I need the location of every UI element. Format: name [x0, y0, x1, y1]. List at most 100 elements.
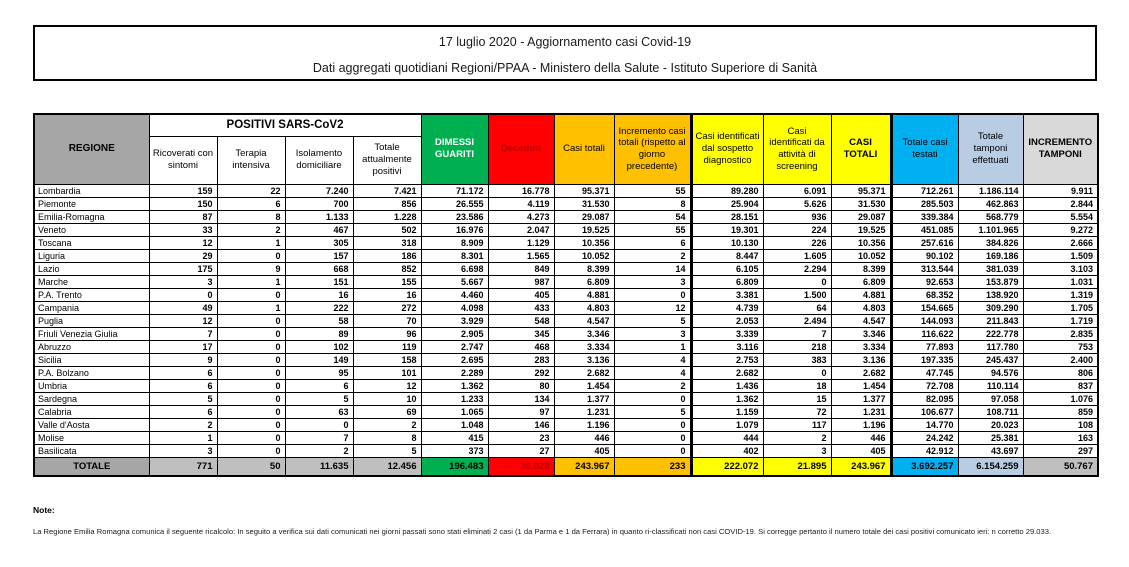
table-row: P.A. Trento 0 0 16 16 4.460 405 4.881 0 3.381 1.50…	[33, 287, 1099, 302]
row-value-cell: 3.346	[553, 326, 615, 341]
row-value-cell: 272	[352, 300, 422, 315]
row-value-cell: 134	[487, 391, 555, 406]
row-value-cell: 405	[487, 287, 555, 302]
row-value-cell: 305	[284, 235, 354, 250]
table-row: Veneto 33 2 467 502 16.976 2.047 19.525 55 19.301…	[33, 222, 1099, 237]
row-value-cell: 0	[613, 443, 692, 458]
table-row: Piemonte 150 6 700 856 26.555 4.119 31.530 8 25.9…	[33, 196, 1099, 211]
row-value-cell: 462.863	[957, 196, 1024, 211]
row-value-cell: 283	[487, 352, 555, 367]
row-value-cell: 313.544	[890, 261, 959, 276]
table-row: Emilia-Romagna 87 8 1.133 1.228 23.586 4.273 29…	[33, 209, 1099, 224]
header-casi-totali-2: CASI TOTALI	[830, 113, 893, 185]
row-value-cell: 467	[284, 222, 354, 237]
row-value-cell: 2.666	[1022, 235, 1099, 250]
row-value-cell: 0	[216, 365, 286, 380]
table-row: Lazio 175 9 668 852 6.698 849 8.399 14 6.105 2.294…	[33, 261, 1099, 276]
row-value-cell: 2.905	[420, 326, 489, 341]
row-value-cell: 297	[1022, 443, 1099, 458]
header-casi-testati: Totale casi testati	[890, 113, 959, 185]
header-casi-totali: Casi totali	[553, 113, 615, 185]
row-value-cell: 0	[284, 417, 354, 432]
row-value-cell: 1.705	[1022, 300, 1099, 315]
row-value-cell: 10.052	[553, 248, 615, 263]
row-value-cell: 10	[352, 391, 422, 406]
table-row: Lombardia 159 22 7.240 7.421 71.172 16.778 95.3…	[33, 183, 1099, 198]
header-tamponi-effettuati: Totale tamponi effettuati	[957, 113, 1024, 185]
row-value-cell: 69	[352, 404, 422, 419]
row-region-cell: Marche	[33, 274, 150, 289]
row-value-cell: 7	[284, 430, 354, 445]
row-value-cell: 0	[216, 430, 286, 445]
row-value-cell: 2	[148, 417, 218, 432]
row-region-cell: Lombardia	[33, 183, 150, 198]
row-value-cell: 245.437	[957, 352, 1024, 367]
row-value-cell: 2.289	[420, 365, 489, 380]
row-value-cell: 16.778	[487, 183, 555, 198]
row-value-cell: 6.105	[689, 261, 764, 276]
row-value-cell: 9.911	[1022, 183, 1099, 198]
table-row: Basilicata 3 0 2 5 373 27 405 0 402 3 405 42.912 43.6…	[33, 443, 1099, 458]
table-row: Molise 1 0 7 8 415 23 446 0 444 2 446 24.242 25.381 16…	[33, 430, 1099, 445]
totals-value-cell: 21.895	[762, 456, 832, 477]
row-value-cell: 150	[148, 196, 218, 211]
row-value-cell: 6.698	[420, 261, 489, 276]
row-value-cell: 26.555	[420, 196, 489, 211]
row-value-cell: 97	[487, 404, 555, 419]
row-value-cell: 0	[613, 430, 692, 445]
table-row: Campania 49 1 222 272 4.098 433 4.803 12 4.739 64 4…	[33, 300, 1099, 315]
row-value-cell: 3.136	[553, 352, 615, 367]
row-value-cell: 3.334	[553, 339, 615, 354]
row-value-cell: 2	[613, 378, 692, 393]
totals-value-cell: 50.767	[1022, 456, 1099, 477]
row-value-cell: 14	[613, 261, 692, 276]
header-ricoverati: Ricoverati con sintomi	[148, 135, 218, 185]
row-value-cell: 8	[216, 209, 286, 224]
row-value-cell: 8.399	[830, 261, 893, 276]
header-row-subcolumns: Ricoverati con sintomi Terapia intensiva…	[34, 135, 1098, 185]
row-value-cell: 95	[284, 365, 354, 380]
row-value-cell: 3.334	[830, 339, 893, 354]
row-value-cell: 0	[216, 248, 286, 263]
row-value-cell: 1.436	[689, 378, 764, 393]
row-value-cell: 4	[613, 352, 692, 367]
row-value-cell: 936	[762, 209, 832, 224]
row-value-cell: 2.747	[420, 339, 489, 354]
row-value-cell: 22	[216, 183, 286, 198]
row-value-cell: 1.196	[553, 417, 615, 432]
row-value-cell: 0	[762, 365, 832, 380]
row-value-cell: 5.667	[420, 274, 489, 289]
row-value-cell: 7	[762, 326, 832, 341]
row-value-cell: 415	[420, 430, 489, 445]
row-value-cell: 309.290	[957, 300, 1024, 315]
row-value-cell: 149	[284, 352, 354, 367]
row-value-cell: 1.377	[553, 391, 615, 406]
row-region-cell: Liguria	[33, 248, 150, 263]
row-value-cell: 292	[487, 365, 555, 380]
row-value-cell: 16	[352, 287, 422, 302]
row-value-cell: 68.352	[890, 287, 959, 302]
row-value-cell: 339.384	[890, 209, 959, 224]
row-value-cell: 859	[1022, 404, 1099, 419]
row-value-cell: 8	[613, 196, 692, 211]
row-value-cell: 0	[216, 352, 286, 367]
row-value-cell: 29	[148, 248, 218, 263]
row-value-cell: 175	[148, 261, 218, 276]
row-value-cell: 5	[352, 443, 422, 458]
row-value-cell: 2.682	[689, 365, 764, 380]
row-value-cell: 87	[148, 209, 218, 224]
row-region-cell: Campania	[33, 300, 150, 315]
row-value-cell: 82.095	[890, 391, 959, 406]
row-value-cell: 3.929	[420, 313, 489, 328]
row-value-cell: 19.525	[553, 222, 615, 237]
row-value-cell: 17	[148, 339, 218, 354]
row-value-cell: 2.835	[1022, 326, 1099, 341]
row-value-cell: 0	[216, 339, 286, 354]
row-value-cell: 27	[487, 443, 555, 458]
row-value-cell: 16	[284, 287, 354, 302]
row-value-cell: 28.151	[689, 209, 764, 224]
row-value-cell: 987	[487, 274, 555, 289]
totals-value-cell: 3.692.257	[890, 456, 959, 477]
header-regione: REGIONE	[33, 113, 150, 185]
row-value-cell: 116.622	[890, 326, 959, 341]
